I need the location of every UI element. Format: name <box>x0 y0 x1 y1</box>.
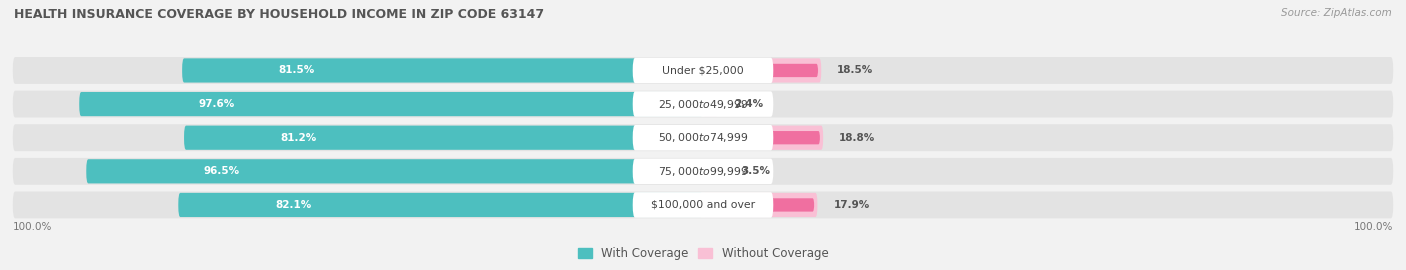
Text: 17.9%: 17.9% <box>834 200 870 210</box>
Text: 81.5%: 81.5% <box>278 65 315 75</box>
FancyBboxPatch shape <box>13 57 1393 84</box>
Text: Source: ZipAtlas.com: Source: ZipAtlas.com <box>1281 8 1392 18</box>
FancyBboxPatch shape <box>13 158 1393 185</box>
Text: 18.5%: 18.5% <box>837 65 873 75</box>
Text: $75,000 to $99,999: $75,000 to $99,999 <box>658 165 748 178</box>
Text: 18.8%: 18.8% <box>839 133 876 143</box>
FancyBboxPatch shape <box>633 158 773 184</box>
FancyBboxPatch shape <box>79 92 703 116</box>
Text: $25,000 to $49,999: $25,000 to $49,999 <box>658 97 748 111</box>
FancyBboxPatch shape <box>633 125 773 150</box>
FancyBboxPatch shape <box>183 58 703 83</box>
FancyBboxPatch shape <box>706 64 818 77</box>
Text: 100.0%: 100.0% <box>1354 222 1393 232</box>
FancyBboxPatch shape <box>13 124 1393 151</box>
FancyBboxPatch shape <box>706 131 820 144</box>
Text: 97.6%: 97.6% <box>198 99 235 109</box>
Text: 82.1%: 82.1% <box>276 200 312 210</box>
Text: 81.2%: 81.2% <box>280 133 316 143</box>
FancyBboxPatch shape <box>703 58 821 83</box>
Text: $50,000 to $74,999: $50,000 to $74,999 <box>658 131 748 144</box>
FancyBboxPatch shape <box>633 91 773 117</box>
FancyBboxPatch shape <box>86 159 703 183</box>
Text: 96.5%: 96.5% <box>204 166 240 176</box>
FancyBboxPatch shape <box>703 126 823 150</box>
FancyBboxPatch shape <box>703 92 718 116</box>
FancyBboxPatch shape <box>633 58 773 83</box>
FancyBboxPatch shape <box>706 198 814 212</box>
Text: 2.4%: 2.4% <box>734 99 763 109</box>
FancyBboxPatch shape <box>184 126 703 150</box>
Text: $100,000 and over: $100,000 and over <box>651 200 755 210</box>
FancyBboxPatch shape <box>13 191 1393 218</box>
Text: Under $25,000: Under $25,000 <box>662 65 744 75</box>
Text: 3.5%: 3.5% <box>741 166 770 176</box>
FancyBboxPatch shape <box>703 159 725 183</box>
Legend: With Coverage, Without Coverage: With Coverage, Without Coverage <box>578 247 828 260</box>
FancyBboxPatch shape <box>179 193 703 217</box>
Text: HEALTH INSURANCE COVERAGE BY HOUSEHOLD INCOME IN ZIP CODE 63147: HEALTH INSURANCE COVERAGE BY HOUSEHOLD I… <box>14 8 544 21</box>
FancyBboxPatch shape <box>13 91 1393 117</box>
FancyBboxPatch shape <box>633 192 773 218</box>
FancyBboxPatch shape <box>703 193 817 217</box>
Text: 100.0%: 100.0% <box>13 222 52 232</box>
